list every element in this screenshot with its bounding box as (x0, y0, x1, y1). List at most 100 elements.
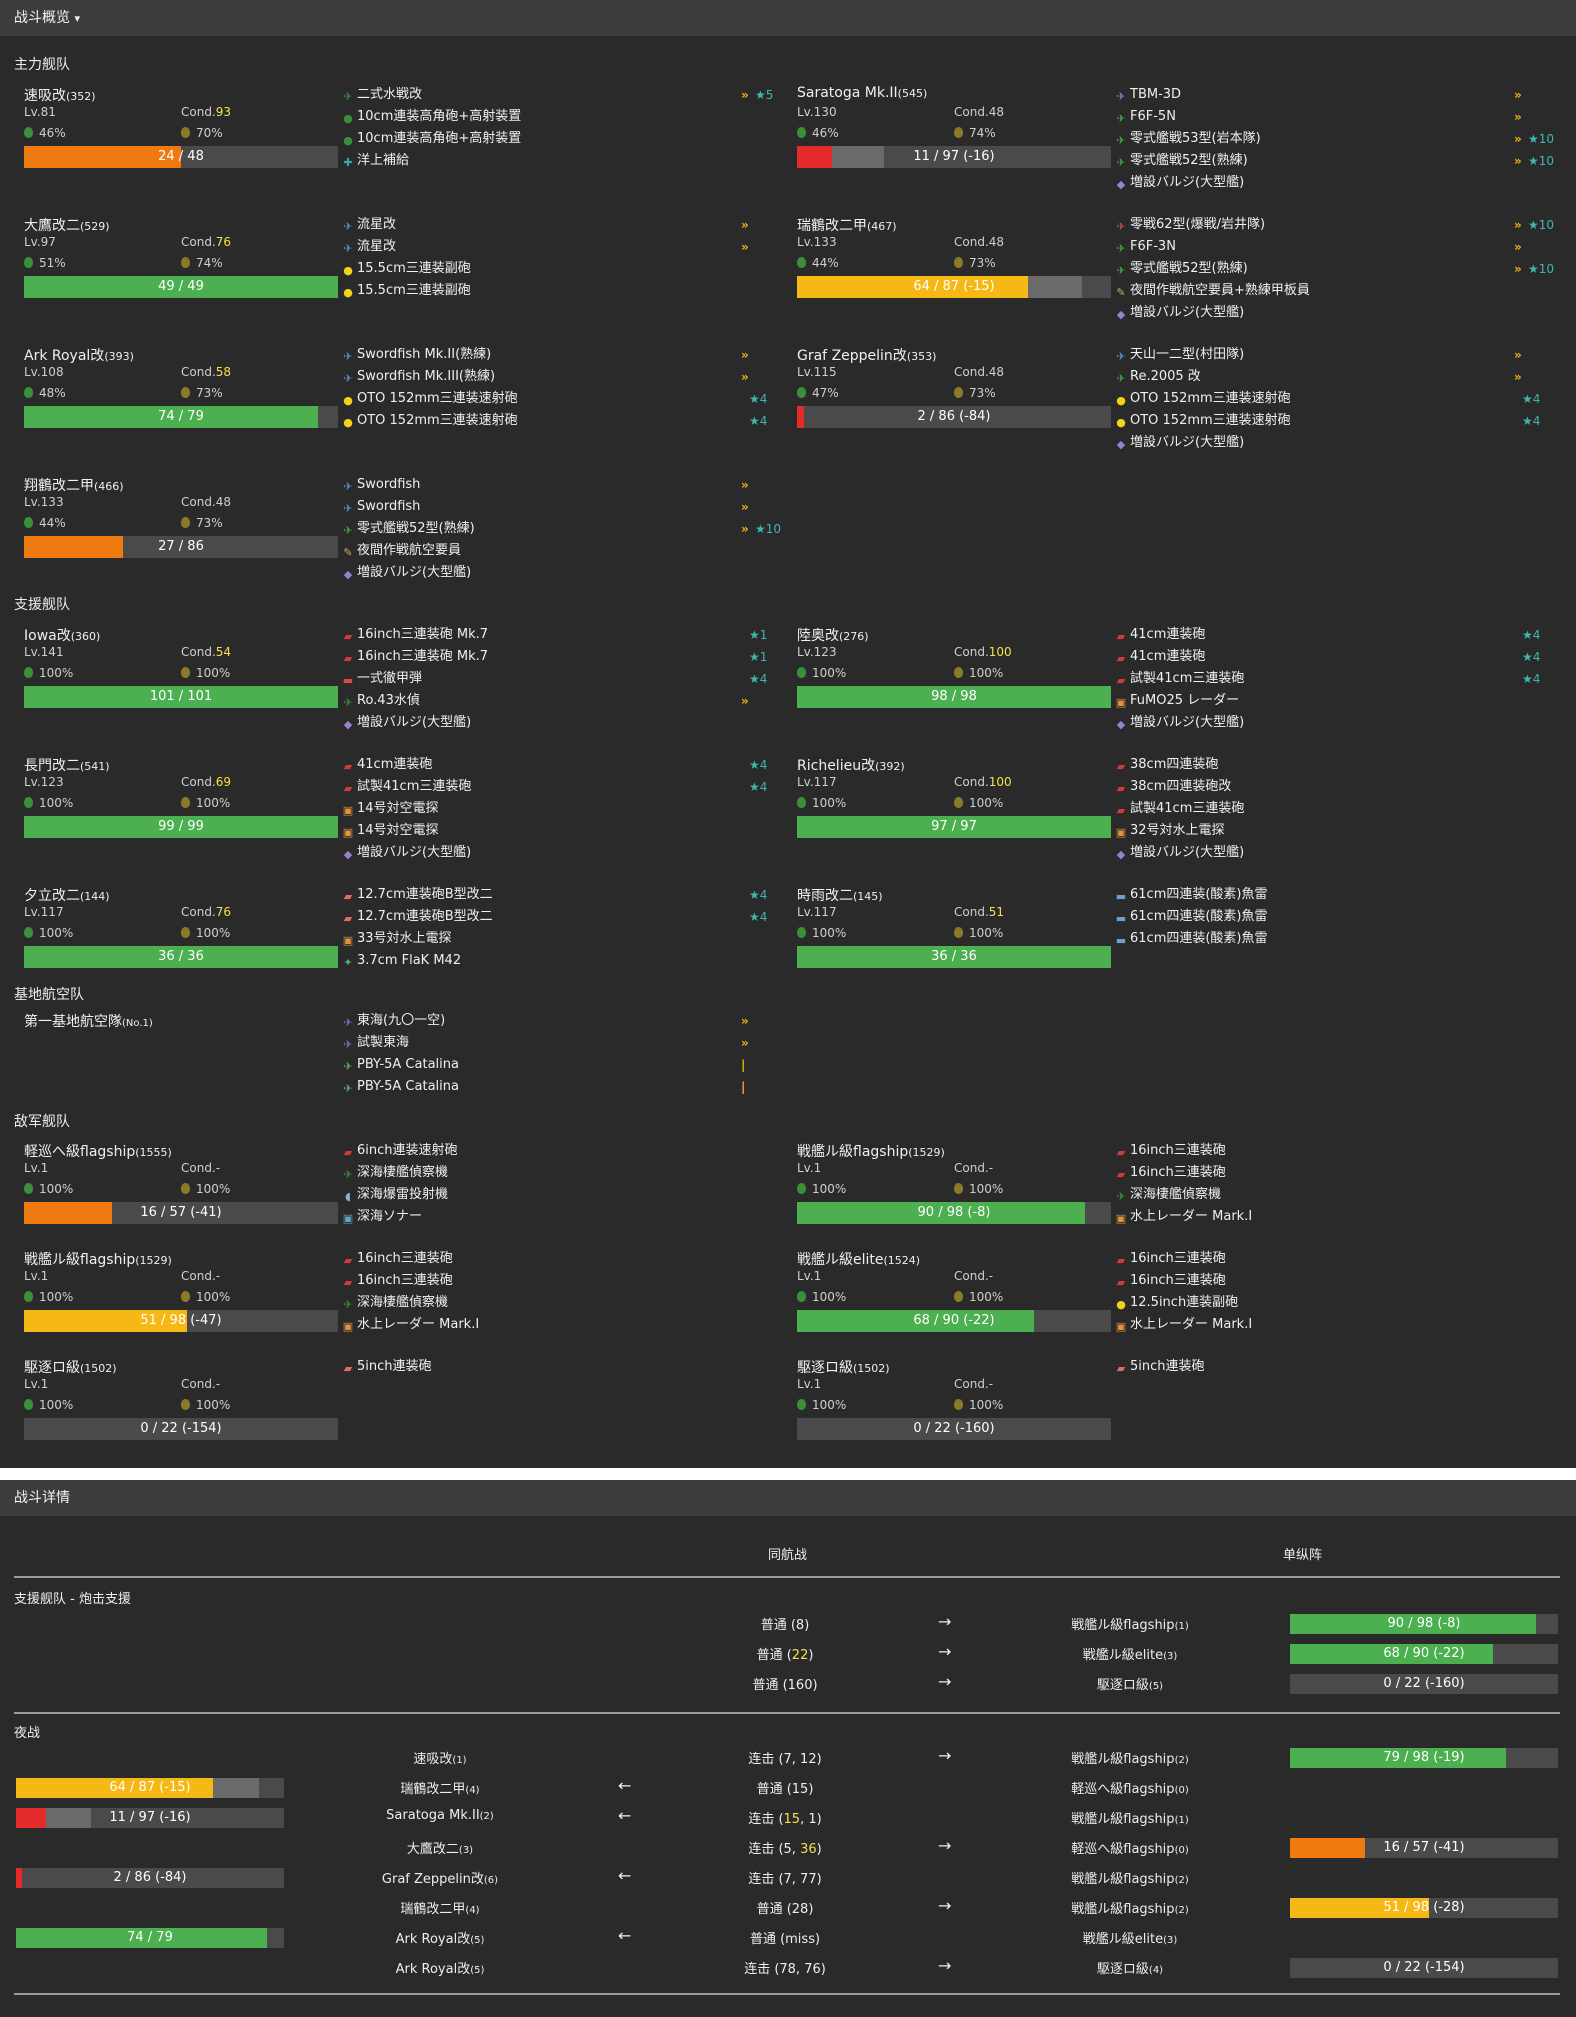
ship-name[interactable]: 駆逐ロ級(1502) (797, 1357, 890, 1377)
equipment-slot[interactable]: ◆ 増設バルジ(大型艦) (1114, 713, 1544, 733)
ship-name[interactable]: Graf Zeppelin改(353) (797, 345, 936, 365)
equipment-slot[interactable]: ✈ 零戦62型(爆戦/岩井隊) » ★10 (1114, 215, 1554, 235)
equipment-slot[interactable]: ▰ 16inch三連装砲 Mk.7 ★1 (341, 625, 771, 645)
equipment-slot[interactable]: ▰ 16inch三連装砲 (1114, 1141, 1544, 1161)
ship-name[interactable]: 駆逐ロ級(1502) (24, 1357, 117, 1377)
equipment-slot[interactable]: ✎ 夜間作戦航空要員 (341, 541, 771, 561)
equipment-slot[interactable]: ✈ 流星改 » (341, 237, 771, 257)
equipment-slot[interactable]: ▰ 12.7cm連装砲B型改二 ★4 (341, 885, 771, 905)
equipment-slot[interactable]: ▰ 試製41cm三連装砲 (1114, 799, 1544, 819)
ship-name[interactable]: 大鷹改二(529) (24, 215, 110, 235)
ship-name[interactable]: 戦艦ル級elite(1524) (797, 1249, 920, 1269)
chevron-down-icon[interactable]: ▾ (74, 12, 80, 25)
equipment-slot[interactable]: ▰ 16inch三連装砲 Mk.7 ★1 (341, 647, 771, 667)
equipment-slot[interactable]: ✈ Re.2005 改 » (1114, 367, 1544, 387)
equipment-slot[interactable]: ▰ 試製41cm三連装砲 ★4 (341, 777, 771, 797)
equipment-slot[interactable]: ◆ 増設バルジ(大型艦) (1114, 433, 1544, 453)
equipment-slot[interactable]: ▰ 16inch三連装砲 (1114, 1271, 1544, 1291)
equipment-slot[interactable]: ✈ 東海(九〇一空) » (341, 1011, 771, 1031)
equipment-slot[interactable]: ● OTO 152mm三連装速射砲 ★4 (341, 389, 771, 409)
ship-name[interactable]: Ark Royal改(393) (24, 345, 134, 365)
equipment-slot[interactable]: ✚ 洋上補給 (341, 151, 771, 171)
overview-header[interactable]: 战斗概览 ▾ (0, 0, 1576, 36)
equipment-slot[interactable]: ✈ 零式艦戦52型(熟練) » ★10 (341, 519, 781, 539)
equipment-slot[interactable]: ▬ 61cm四連装(酸素)魚雷 (1114, 929, 1544, 949)
ship-name[interactable]: Saratoga Mk.II(545) (797, 85, 927, 101)
equipment-slot[interactable]: ✈ 零式艦戦52型(熟練) » ★10 (1114, 259, 1554, 279)
ship-name[interactable]: 速吸改(352) (24, 85, 96, 105)
equipment-slot[interactable]: ▰ 38cm四連装砲 (1114, 755, 1544, 775)
ship-name[interactable]: Iowa改(360) (24, 625, 100, 645)
equipment-slot[interactable]: ▣ 深海ソナー (341, 1207, 771, 1227)
equipment-slot[interactable]: ● 10cm連装高角砲+高射装置 (341, 129, 771, 149)
equipment-slot[interactable]: ▣ 水上レーダー Mark.I (341, 1315, 771, 1335)
equipment-slot[interactable]: ✈ PBY-5A Catalina | (341, 1055, 771, 1075)
equipment-slot[interactable]: ✈ Swordfish Mk.II(熟練) » (341, 345, 771, 365)
ship-name[interactable]: 長門改二(541) (24, 755, 110, 775)
equipment-slot[interactable]: ▰ 16inch三連装砲 (1114, 1163, 1544, 1183)
equipment-slot[interactable]: ● OTO 152mm三連装速射砲 ★4 (1114, 411, 1544, 431)
equipment-slot[interactable]: ✈ 二式水戦改 » ★5 (341, 85, 773, 105)
equipment-slot[interactable]: ▰ 16inch三連装砲 (341, 1249, 771, 1269)
equipment-slot[interactable]: ● 12.5inch連装副砲 (1114, 1293, 1544, 1313)
equipment-slot[interactable]: ▰ 38cm四連装砲改 (1114, 777, 1544, 797)
equipment-slot[interactable]: ✈ F6F-3N » (1114, 237, 1544, 257)
equipment-slot[interactable]: ▰ 6inch連装速射砲 (341, 1141, 771, 1161)
equipment-slot[interactable]: ▰ 16inch三連装砲 (341, 1271, 771, 1291)
equipment-slot[interactable]: ▣ 水上レーダー Mark.I (1114, 1315, 1544, 1335)
equipment-slot[interactable]: ✦ 3.7cm FlaK M42 (341, 951, 771, 971)
equipment-slot[interactable]: ✈ 深海棲艦偵察機 (341, 1163, 771, 1183)
equipment-slot[interactable]: ▰ 試製41cm三連装砲 ★4 (1114, 669, 1544, 689)
equipment-slot[interactable]: ▣ FuMO25 レーダー (1114, 691, 1544, 711)
equipment-slot[interactable]: ▣ 14号対空電探 (341, 821, 771, 841)
equipment-slot[interactable]: ● 15.5cm三連装副砲 (341, 259, 771, 279)
detail-header[interactable]: 战斗详情 (0, 1480, 1576, 1516)
equipment-slot[interactable]: ▰ 5inch連装砲 (341, 1357, 771, 1377)
equipment-slot[interactable]: ● OTO 152mm三連装速射砲 ★4 (341, 411, 771, 431)
ship-name[interactable]: 軽巡へ級flagship(1555) (24, 1141, 172, 1161)
ship-name[interactable]: 陸奥改(276) (797, 625, 869, 645)
equipment-slot[interactable]: ✈ 試製東海 » (341, 1033, 771, 1053)
ship-name[interactable]: 時雨改二(145) (797, 885, 883, 905)
ship-name[interactable]: 瑞鶴改二甲(467) (797, 215, 897, 235)
equipment-slot[interactable]: ✈ PBY-5A Catalina | (341, 1077, 771, 1097)
equipment-slot[interactable]: ▰ 41cm連装砲 ★4 (1114, 625, 1544, 645)
equipment-slot[interactable]: ▰ 5inch連装砲 (1114, 1357, 1544, 1377)
equipment-slot[interactable]: ▣ 14号対空電探 (341, 799, 771, 819)
equipment-slot[interactable]: ✈ 零式艦戦52型(熟練) » ★10 (1114, 151, 1554, 171)
equipment-slot[interactable]: ▬ 61cm四連装(酸素)魚雷 (1114, 885, 1544, 905)
equipment-slot[interactable]: ◆ 増設バルジ(大型艦) (341, 843, 771, 863)
equipment-slot[interactable]: ● OTO 152mm三連装速射砲 ★4 (1114, 389, 1544, 409)
ship-name[interactable]: 夕立改二(144) (24, 885, 110, 905)
equipment-slot[interactable]: ✈ 流星改 » (341, 215, 771, 235)
equipment-slot[interactable]: ▣ 32号対水上電探 (1114, 821, 1544, 841)
ship-name[interactable]: 翔鶴改二甲(466) (24, 475, 124, 495)
equipment-slot[interactable]: ◆ 増設バルジ(大型艦) (341, 713, 771, 733)
equipment-slot[interactable]: ● 10cm連装高角砲+高射装置 (341, 107, 771, 127)
equipment-slot[interactable]: ✈ Swordfish » (341, 475, 771, 495)
equipment-slot[interactable]: ✈ 天山一二型(村田隊) » (1114, 345, 1544, 365)
equipment-slot[interactable]: ✈ Swordfish » (341, 497, 771, 517)
equipment-slot[interactable]: ▬ 61cm四連装(酸素)魚雷 (1114, 907, 1544, 927)
equipment-slot[interactable]: ◆ 増設バルジ(大型艦) (1114, 303, 1544, 323)
equipment-slot[interactable]: ▣ 水上レーダー Mark.I (1114, 1207, 1544, 1227)
equipment-slot[interactable]: ◆ 増設バルジ(大型艦) (1114, 843, 1544, 863)
ship-name[interactable]: 戦艦ル級flagship(1529) (24, 1249, 172, 1269)
equipment-slot[interactable]: ✈ Ro.43水偵 » (341, 691, 771, 711)
equipment-slot[interactable]: ✈ Swordfish Mk.III(熟練) » (341, 367, 771, 387)
equipment-slot[interactable]: ▬ 一式徹甲弾 ★4 (341, 669, 771, 689)
equipment-slot[interactable]: ▣ 33号対水上電探 (341, 929, 771, 949)
ship-name[interactable]: 戦艦ル級flagship(1529) (797, 1141, 945, 1161)
equipment-slot[interactable]: ◖ 深海爆雷投射機 (341, 1185, 771, 1205)
equipment-slot[interactable]: ◆ 増設バルジ(大型艦) (341, 563, 771, 583)
equipment-slot[interactable]: ✈ 深海棲艦偵察機 (1114, 1185, 1544, 1205)
equipment-slot[interactable]: ▰ 41cm連装砲 ★4 (341, 755, 771, 775)
equipment-slot[interactable]: ▰ 16inch三連装砲 (1114, 1249, 1544, 1269)
equipment-slot[interactable]: ✈ 零式艦戦53型(岩本隊) » ★10 (1114, 129, 1554, 149)
equipment-slot[interactable]: ● 15.5cm三連装副砲 (341, 281, 771, 301)
equipment-slot[interactable]: ▰ 41cm連装砲 ★4 (1114, 647, 1544, 667)
equipment-slot[interactable]: ◆ 増設バルジ(大型艦) (1114, 173, 1544, 193)
equipment-slot[interactable]: ▰ 12.7cm連装砲B型改二 ★4 (341, 907, 771, 927)
equipment-slot[interactable]: ✈ 深海棲艦偵察機 (341, 1293, 771, 1313)
equipment-slot[interactable]: ✈ F6F-5N » (1114, 107, 1544, 127)
